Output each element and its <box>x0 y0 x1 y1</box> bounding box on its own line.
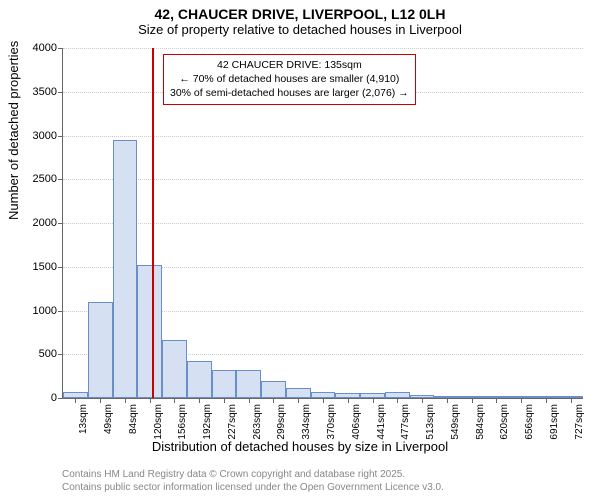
histogram-bar <box>236 370 261 398</box>
x-axis-label: Distribution of detached houses by size … <box>0 439 600 454</box>
x-tick-mark <box>472 398 473 403</box>
x-tick-label: 192sqm <box>202 404 213 440</box>
x-tick-label: 227sqm <box>227 404 238 440</box>
x-tick-mark <box>224 398 225 403</box>
x-tick-mark <box>150 398 151 403</box>
x-tick-label: 691sqm <box>549 404 560 440</box>
x-tick-label: 406sqm <box>351 404 362 440</box>
x-tick-mark <box>397 398 398 403</box>
y-tick-label: 1000 <box>17 305 63 317</box>
x-tick-mark <box>75 398 76 403</box>
x-tick-label: 263sqm <box>252 404 263 440</box>
annotation-box: 42 CHAUCER DRIVE: 135sqm ← 70% of detach… <box>163 54 416 105</box>
y-tick-label: 500 <box>17 348 63 360</box>
x-tick-mark <box>273 398 274 403</box>
x-tick-mark <box>199 398 200 403</box>
x-tick-label: 727sqm <box>574 404 585 440</box>
x-tick-label: 549sqm <box>450 404 461 440</box>
histogram-bar <box>212 370 237 398</box>
x-tick-mark <box>125 398 126 403</box>
histogram-bar <box>286 388 311 398</box>
grid-line <box>63 136 583 138</box>
chart-container: 42, CHAUCER DRIVE, LIVERPOOL, L12 0LH Si… <box>0 0 600 500</box>
annotation-line3: 30% of semi-detached houses are larger (… <box>170 86 409 100</box>
x-tick-mark <box>521 398 522 403</box>
chart-footer: Contains HM Land Registry data © Crown c… <box>62 469 444 494</box>
x-tick-mark <box>422 398 423 403</box>
x-tick-mark <box>348 398 349 403</box>
x-tick-mark <box>174 398 175 403</box>
x-tick-mark <box>373 398 374 403</box>
x-tick-mark <box>571 398 572 403</box>
y-tick-label: 0 <box>17 392 63 404</box>
x-tick-label: 370sqm <box>326 404 337 440</box>
x-tick-label: 120sqm <box>153 404 164 440</box>
x-tick-label: 156sqm <box>177 404 188 440</box>
chart-title-main: 42, CHAUCER DRIVE, LIVERPOOL, L12 0LH <box>0 0 600 22</box>
x-tick-mark <box>249 398 250 403</box>
histogram-bar <box>88 302 113 398</box>
footer-line1: Contains HM Land Registry data © Crown c… <box>62 469 444 482</box>
annotation-line2: ← 70% of detached houses are smaller (4,… <box>170 72 409 86</box>
x-tick-label: 620sqm <box>499 404 510 440</box>
x-tick-label: 477sqm <box>400 404 411 440</box>
footer-line2: Contains public sector information licen… <box>62 482 444 495</box>
plot-area: 0500100015002000250030003500400013sqm49s… <box>62 48 583 399</box>
histogram-bar <box>137 265 162 398</box>
histogram-bar <box>261 381 286 399</box>
x-tick-label: 334sqm <box>301 404 312 440</box>
y-tick-label: 1500 <box>17 261 63 273</box>
x-tick-label: 84sqm <box>128 404 139 434</box>
histogram-bar <box>162 340 187 398</box>
marker-line <box>152 48 154 398</box>
histogram-bar <box>113 140 138 398</box>
x-tick-mark <box>298 398 299 403</box>
grid-line <box>63 179 583 181</box>
x-tick-mark <box>100 398 101 403</box>
grid-line <box>63 48 583 50</box>
y-tick-label: 3500 <box>17 86 63 98</box>
y-tick-label: 3000 <box>17 130 63 142</box>
x-tick-label: 441sqm <box>376 404 387 440</box>
y-tick-label: 4000 <box>17 42 63 54</box>
annotation-line1: 42 CHAUCER DRIVE: 135sqm <box>170 58 409 72</box>
x-tick-mark <box>447 398 448 403</box>
x-tick-label: 584sqm <box>475 404 486 440</box>
x-tick-label: 13sqm <box>78 404 89 434</box>
x-tick-mark <box>496 398 497 403</box>
x-tick-mark <box>546 398 547 403</box>
x-tick-label: 299sqm <box>276 404 287 440</box>
x-tick-label: 513sqm <box>425 404 436 440</box>
x-tick-label: 49sqm <box>103 404 114 434</box>
y-tick-label: 2000 <box>17 217 63 229</box>
chart-title-sub: Size of property relative to detached ho… <box>0 22 600 41</box>
grid-line <box>63 223 583 225</box>
histogram-bar <box>187 361 212 398</box>
y-tick-label: 2500 <box>17 173 63 185</box>
x-tick-label: 656sqm <box>524 404 535 440</box>
x-tick-mark <box>323 398 324 403</box>
